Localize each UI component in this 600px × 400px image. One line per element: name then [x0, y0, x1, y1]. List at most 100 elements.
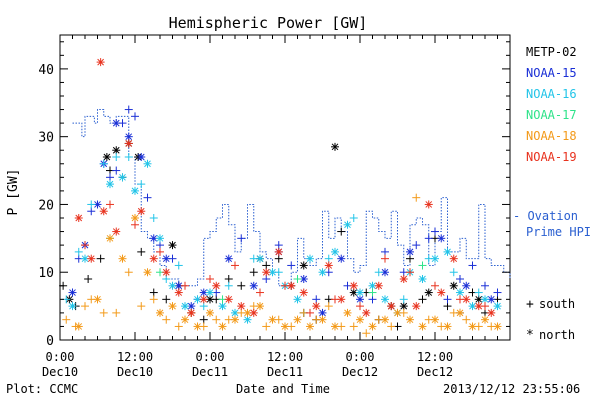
data-point	[206, 308, 214, 317]
data-point	[112, 166, 121, 175]
data-point	[443, 302, 452, 311]
data-point	[387, 322, 396, 331]
data-point	[87, 254, 96, 263]
data-point	[249, 268, 258, 277]
data-point	[149, 254, 158, 263]
data-point	[274, 254, 283, 263]
data-point	[149, 288, 158, 297]
data-point	[406, 315, 414, 324]
marker-legend-label: south	[539, 297, 575, 311]
data-point	[106, 234, 114, 243]
data-point	[256, 302, 264, 311]
data-point	[149, 295, 158, 304]
data-point	[187, 308, 196, 317]
data-point	[162, 315, 171, 324]
data-point	[424, 288, 433, 297]
data-point	[349, 322, 358, 331]
data-point	[418, 275, 427, 283]
x-tick-date: Dec12	[342, 365, 378, 379]
data-point	[287, 261, 296, 270]
data-point	[312, 302, 321, 311]
legend-entry: NOAA-19	[526, 150, 577, 164]
data-point	[193, 322, 202, 331]
data-point	[456, 288, 464, 297]
data-point	[331, 142, 339, 151]
data-point	[99, 308, 108, 317]
data-point	[168, 241, 177, 250]
data-point	[331, 247, 339, 256]
data-point	[274, 247, 283, 256]
data-point	[224, 295, 233, 304]
y-tick-label: 0	[46, 334, 54, 349]
data-point	[112, 308, 121, 317]
axes: 0102030400:00Dec1012:00Dec100:00Dec1112:…	[38, 35, 511, 379]
data-point	[481, 302, 489, 311]
data-point	[106, 180, 114, 189]
data-point	[487, 295, 496, 304]
data-point	[243, 315, 252, 324]
data-point	[343, 308, 352, 317]
data-point	[112, 153, 121, 161]
data-point	[356, 288, 364, 297]
x-tick-time: 12:00	[417, 350, 453, 364]
y-tick-label: 30	[38, 131, 54, 146]
data-point	[168, 281, 177, 290]
data-point	[449, 281, 458, 290]
data-point	[431, 227, 439, 236]
data-point	[474, 288, 483, 297]
data-point	[443, 295, 452, 304]
data-point	[149, 214, 158, 222]
legend-entry: NOAA-15	[526, 66, 577, 80]
data-point	[487, 308, 496, 317]
data-point	[374, 268, 383, 277]
data-point	[437, 288, 446, 297]
x-tick-date: Dec10	[42, 365, 78, 379]
data-point	[81, 302, 89, 311]
data-point	[381, 315, 389, 324]
data-point	[106, 173, 114, 182]
data-point	[62, 315, 71, 324]
data-point	[156, 308, 164, 317]
ovation-label-2: Prime HPI	[526, 225, 591, 239]
data-point	[96, 254, 105, 263]
data-point	[368, 288, 377, 297]
data-point	[231, 315, 239, 324]
data-point	[324, 261, 333, 270]
data-point	[481, 315, 489, 324]
data-point	[181, 315, 189, 324]
data-point	[456, 275, 464, 283]
y-tick-label: 40	[38, 63, 54, 78]
data-point	[237, 234, 246, 243]
data-point	[137, 153, 146, 161]
data-point	[381, 254, 389, 263]
x-tick-date: Dec10	[117, 365, 153, 379]
data-point	[68, 288, 77, 297]
data-point	[424, 200, 433, 209]
data-point	[131, 214, 139, 222]
data-point	[493, 302, 502, 311]
data-point	[218, 322, 227, 331]
legend-entry: METP-02	[526, 45, 577, 59]
legend: METP-02 NOAA-15 NOAA-16 NOAA-17 NOAA-18 NOAA-…	[526, 45, 577, 164]
data-point	[231, 261, 239, 270]
data-point	[456, 308, 464, 317]
x-tick-time: 12:00	[267, 350, 303, 364]
data-point	[187, 302, 196, 311]
data-point	[431, 254, 439, 263]
data-point	[318, 315, 327, 324]
ovation-step-line	[72, 109, 511, 287]
data-markers	[59, 58, 502, 338]
data-point	[249, 308, 258, 317]
data-point	[318, 308, 327, 317]
data-point	[96, 58, 105, 67]
data-point	[162, 254, 171, 263]
data-point	[102, 153, 111, 161]
x-tick-time: 0:00	[346, 350, 375, 364]
data-point	[493, 288, 502, 297]
data-point	[468, 302, 477, 311]
data-point	[268, 315, 277, 324]
data-point	[84, 275, 93, 283]
data-point	[224, 281, 233, 290]
data-point	[143, 159, 152, 168]
marker-legend-label: north	[539, 328, 575, 342]
